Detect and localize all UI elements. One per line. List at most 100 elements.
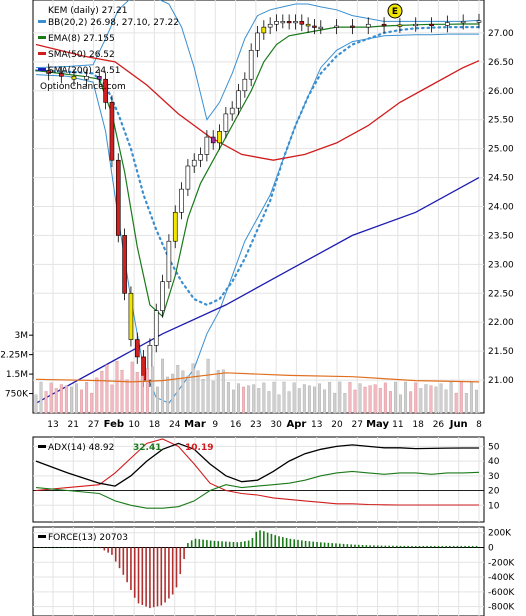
force-bar	[411, 545, 413, 548]
candle-body	[305, 23, 311, 27]
candle-body	[312, 25, 317, 28]
candle-body	[445, 22, 450, 26]
x-tick-label: 27	[352, 420, 363, 430]
price-tick-label: 21.00	[488, 376, 514, 386]
x-tick-label: 13	[311, 420, 322, 430]
force-bar	[475, 545, 478, 548]
volume-bar	[191, 363, 195, 414]
force-bar	[122, 547, 125, 575]
volume-bar	[115, 361, 119, 414]
volume-bar	[475, 389, 478, 414]
volume-bar	[297, 388, 301, 414]
force-bar	[285, 538, 288, 548]
force-bar	[202, 539, 204, 548]
volume-bar	[272, 381, 276, 414]
force-bar	[198, 539, 201, 548]
x-tick-label: 27	[88, 420, 99, 430]
legend-ema: EMA(8) 27.155	[48, 34, 115, 44]
sma200-line	[35, 177, 480, 404]
volume-bar	[292, 382, 296, 414]
volume-bar	[404, 381, 408, 414]
force-bar	[331, 543, 333, 548]
force-bar	[270, 533, 273, 548]
volume-bar	[469, 382, 473, 414]
candle-body	[223, 113, 229, 132]
legend-swatch-bb	[38, 20, 46, 23]
volume-bar	[328, 382, 332, 414]
candle-body	[274, 21, 279, 25]
legend-swatch-sma50	[38, 52, 46, 55]
adx-tick-label: 20	[488, 487, 500, 497]
x-tick-label: 20	[331, 420, 343, 430]
candle-body	[96, 76, 102, 80]
x-tick-label: 26	[433, 420, 445, 430]
force-tick-label: 0	[488, 543, 494, 553]
force-bar	[213, 540, 216, 548]
force-bar	[145, 547, 147, 607]
volume-bar	[201, 379, 205, 414]
candle-body	[476, 20, 482, 23]
force-bar	[437, 545, 440, 548]
force-bar	[137, 547, 140, 604]
x-tick-label: 10	[128, 420, 140, 430]
candle-body	[429, 23, 434, 27]
volume-bar	[414, 382, 418, 414]
volume-bar	[49, 382, 53, 414]
force-bar	[464, 545, 466, 548]
price-tick-label: 22.00	[488, 318, 514, 328]
gridlines	[33, 0, 484, 616]
x-tick-label: 9	[212, 420, 218, 430]
price-marks	[34, 0, 482, 404]
force-bar	[407, 545, 409, 548]
force-bar	[266, 532, 269, 548]
x-tick-label: 8	[476, 420, 482, 430]
force-tick-label: -400K	[488, 573, 515, 583]
force-bar	[251, 538, 254, 548]
volume-bar	[85, 382, 89, 414]
force-bar	[232, 542, 235, 548]
legend-swatch-adx	[38, 445, 46, 448]
force-bar	[316, 541, 318, 548]
candle-body	[350, 25, 355, 28]
candle-body	[191, 159, 197, 167]
axis-labels: 27.00 26.50 26.00 25.50 25.00 24.50 24.00 23.50…	[0, 29, 515, 613]
candle-body	[71, 76, 77, 80]
volume-bar	[161, 358, 165, 414]
candle-body	[229, 107, 235, 115]
candle-body	[280, 21, 286, 24]
volume-bar	[252, 384, 256, 414]
x-tick-label: 24	[169, 420, 181, 430]
volume-bar	[348, 382, 352, 414]
force-bar	[111, 547, 113, 555]
force-bar	[449, 545, 451, 548]
candle-body	[261, 26, 267, 34]
volume-bar	[44, 391, 48, 414]
volume-bar	[307, 385, 311, 414]
volume-bar	[318, 383, 321, 414]
candle-body	[248, 49, 254, 80]
force-bar	[259, 530, 261, 548]
volume-bar	[459, 381, 463, 414]
volume-tick-label: 750K	[5, 390, 29, 400]
force-bar	[179, 547, 182, 575]
ema8-line	[35, 23, 479, 318]
volume-bar	[424, 384, 428, 414]
force-bar	[282, 537, 284, 548]
force-bar	[149, 547, 151, 609]
force-bar	[312, 541, 314, 548]
force-bar	[236, 542, 239, 548]
volume-bar	[110, 384, 114, 414]
force-bar	[373, 545, 375, 548]
candle-body	[128, 292, 134, 340]
force-bar	[217, 541, 220, 548]
volume-bar	[419, 388, 423, 414]
candle-body	[242, 78, 248, 92]
force-tick-label: 200K	[488, 529, 512, 539]
volume-bar	[156, 386, 159, 414]
force-bar	[263, 531, 265, 548]
volume-bar	[242, 386, 246, 414]
minus-di-line	[35, 438, 479, 506]
candle-body	[293, 21, 298, 24]
watermark: OptionChance.com	[40, 82, 126, 92]
